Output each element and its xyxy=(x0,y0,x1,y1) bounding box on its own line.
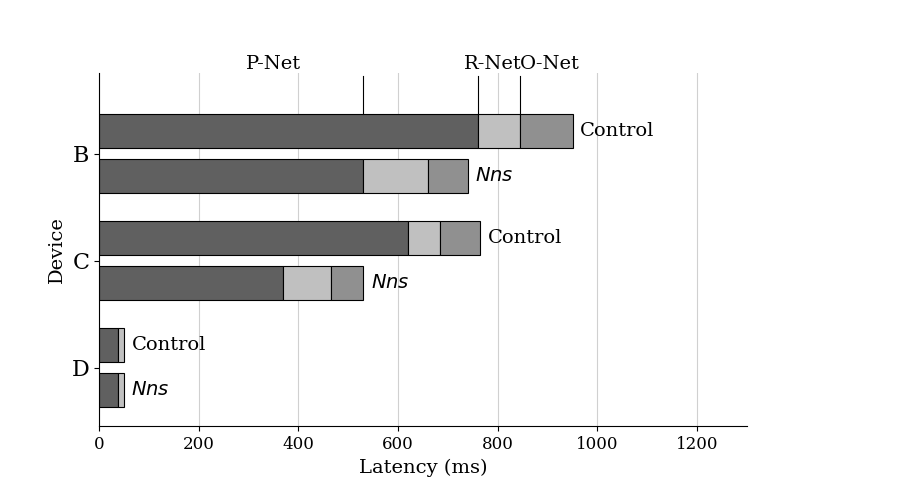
Bar xyxy=(408,221,440,255)
Bar xyxy=(99,159,364,193)
Text: Control: Control xyxy=(131,336,206,354)
Text: O-Net: O-Net xyxy=(520,55,580,74)
Bar xyxy=(364,159,428,193)
Bar xyxy=(478,114,520,148)
Y-axis label: Device: Device xyxy=(48,217,66,283)
Text: Control: Control xyxy=(580,122,654,140)
Text: P-Net: P-Net xyxy=(246,55,301,74)
Text: $\it{Nns}$: $\it{Nns}$ xyxy=(475,167,514,185)
Bar xyxy=(428,159,468,193)
Bar xyxy=(118,373,124,407)
Bar xyxy=(99,114,478,148)
Bar xyxy=(520,114,572,148)
Text: R-Net: R-Net xyxy=(464,55,522,74)
Bar xyxy=(440,221,481,255)
Bar xyxy=(99,373,118,407)
Bar xyxy=(99,328,118,362)
Text: $\it{Nns}$: $\it{Nns}$ xyxy=(131,381,170,399)
Bar xyxy=(99,266,284,300)
X-axis label: Latency (ms): Latency (ms) xyxy=(359,459,487,477)
Bar xyxy=(118,328,124,362)
Bar xyxy=(331,266,364,300)
Bar xyxy=(284,266,331,300)
Bar xyxy=(99,221,408,255)
Text: Control: Control xyxy=(488,229,562,247)
Text: $\it{Nns}$: $\it{Nns}$ xyxy=(371,274,410,292)
